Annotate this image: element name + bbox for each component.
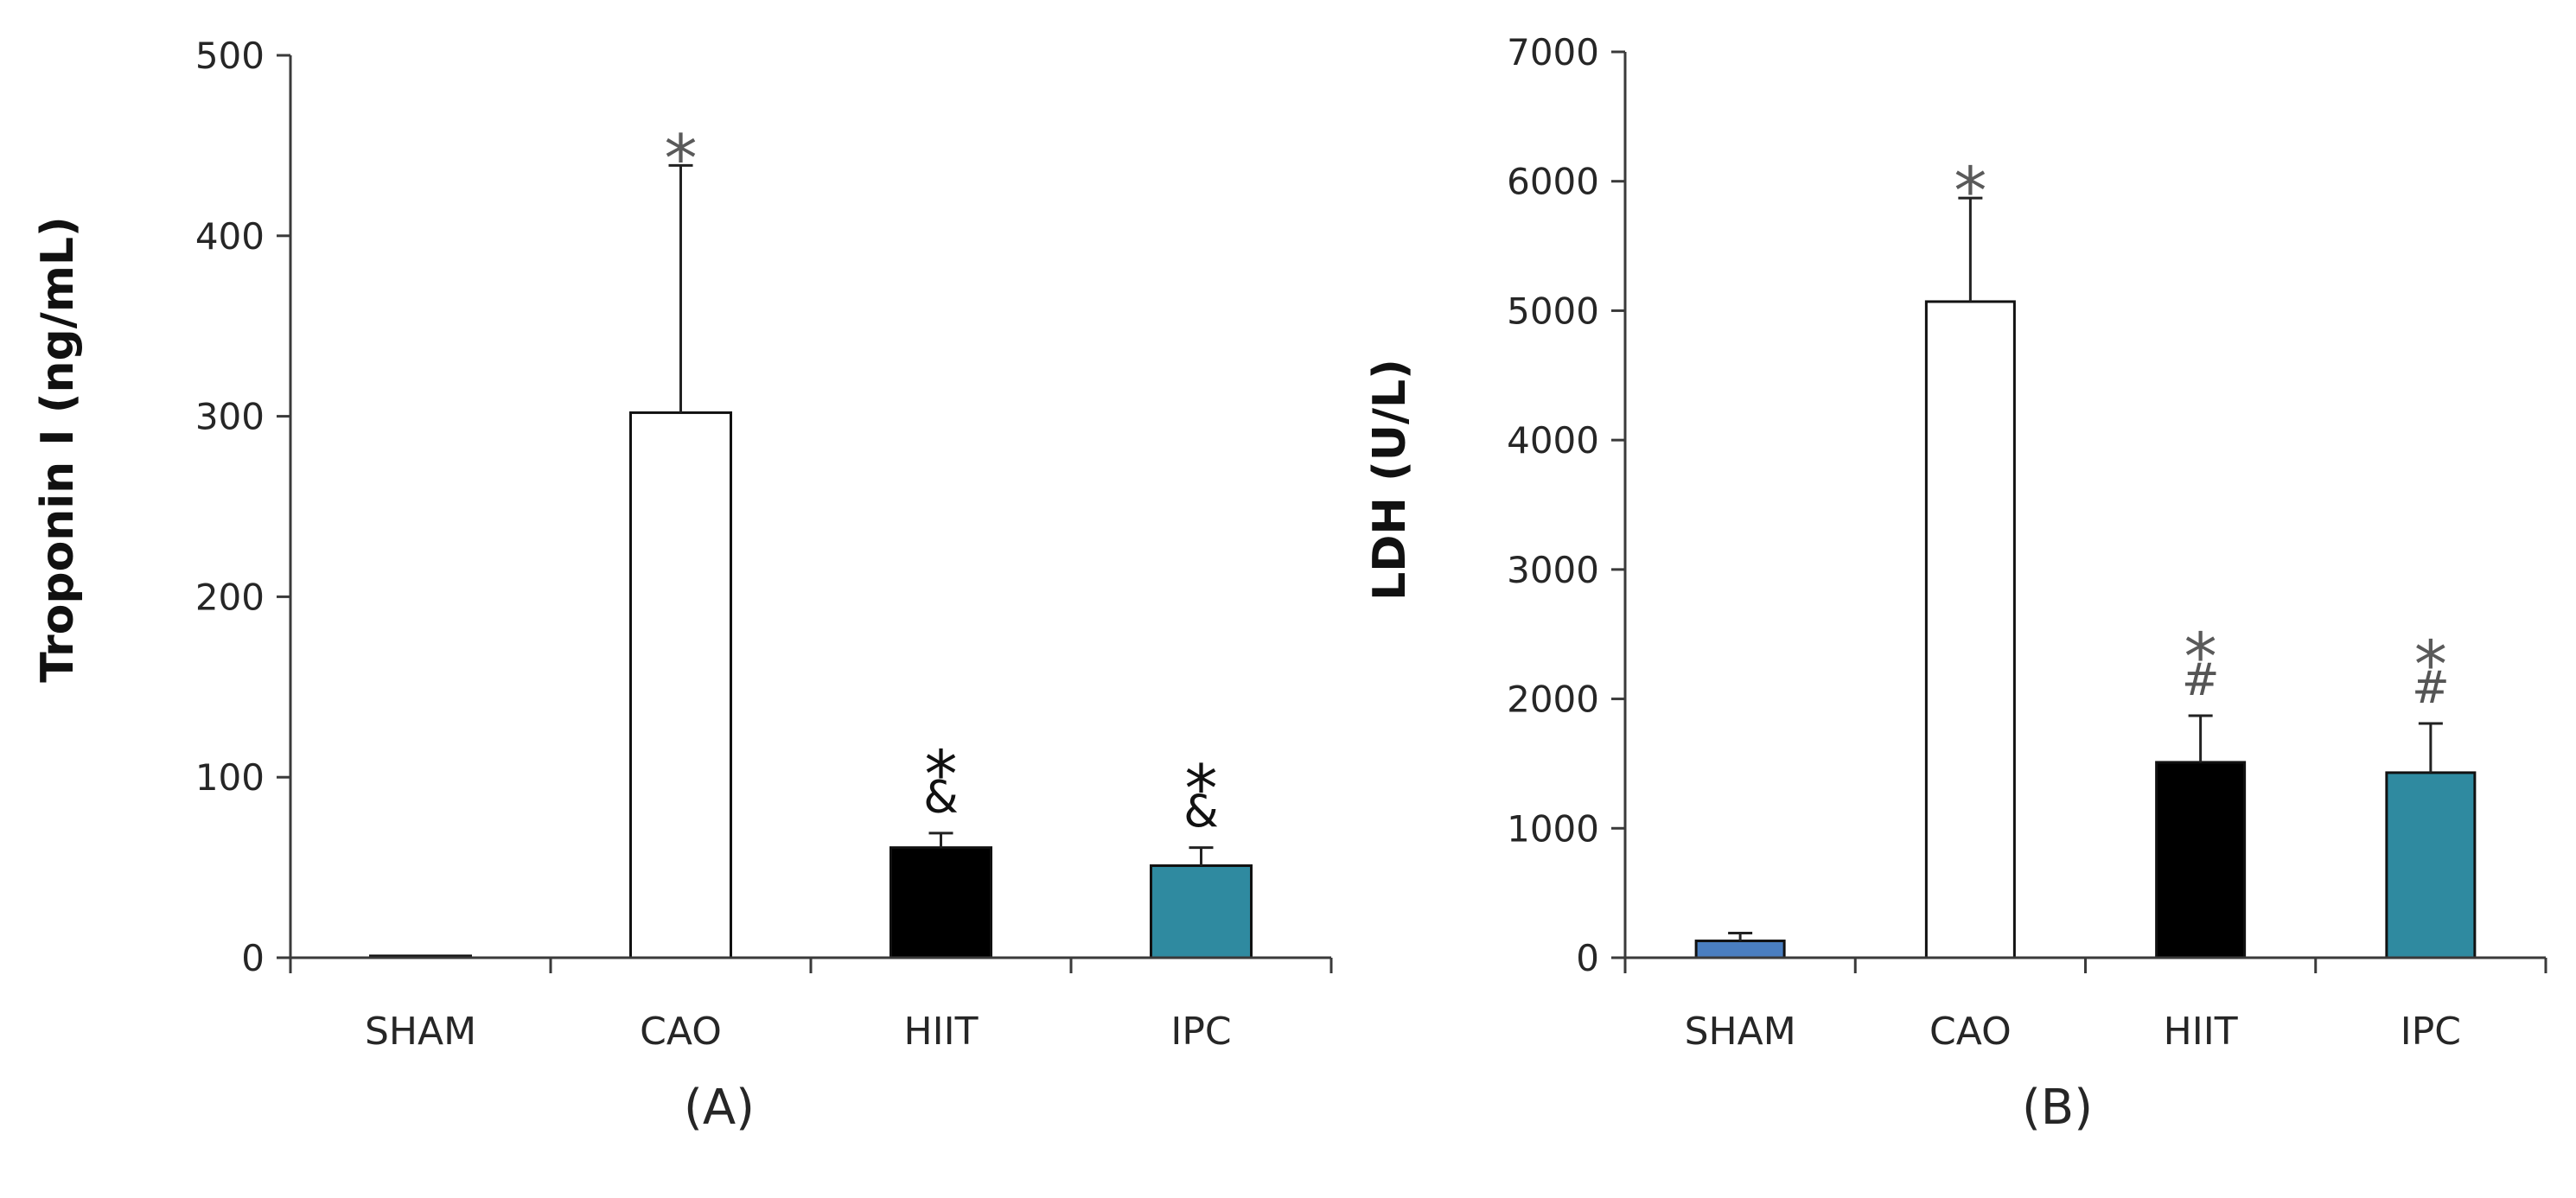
category-label-ipc: IPC (1170, 1010, 1231, 1054)
category-label-ipc: IPC (2401, 1010, 2461, 1054)
significance-ampersand-hiit: & (923, 772, 959, 824)
y-tick-label-200: 200 (195, 576, 265, 618)
y-tick-label-300: 300 (195, 396, 265, 438)
panel-b-y-axis-title: LDH (U/L) (1364, 359, 1416, 601)
bar-ipc (1150, 864, 1253, 959)
bar-cao (1924, 300, 2016, 959)
panel-a-error-bars (668, 163, 1214, 866)
category-label-cao: CAO (1929, 1010, 2012, 1054)
panel-a-x-ticks (289, 958, 1333, 973)
significance-star-hiit: * (2184, 618, 2217, 695)
significance-star-ipc: * (1185, 750, 1218, 827)
panel-a-significance-marks: *&* &* (665, 119, 1219, 838)
y-tick-label-3000: 3000 (1507, 549, 1599, 591)
category-label-hiit: HIIT (2164, 1010, 2238, 1054)
panel-b-label: (B) (2022, 1080, 2093, 1136)
panel-a-category-labels: SHAM CAO HIIT IPC (365, 1010, 1232, 1054)
bar-ipc (2385, 771, 2477, 959)
significance-hash-ipc: # (2412, 662, 2450, 714)
panel-b-bars (1694, 300, 2477, 959)
y-tick-label-400: 400 (195, 215, 265, 258)
y-tick-label-2000: 2000 (1507, 679, 1599, 721)
panel-b-significance-marks: *#* #* (1954, 152, 2449, 714)
panel-a-y-ticks: 0 100 200 300 400 500 (195, 35, 290, 979)
y-tick-label-500: 500 (195, 35, 265, 77)
significance-star-cao: * (665, 119, 698, 196)
y-tick-label-5000: 5000 (1507, 290, 1599, 332)
category-label-cao: CAO (640, 1010, 722, 1054)
bar-hiit (889, 846, 992, 959)
y-tick-label-6000: 6000 (1507, 161, 1599, 203)
significance-star-ipc: * (2414, 626, 2447, 703)
significance-ampersand-ipc: & (1183, 787, 1219, 838)
panel-b-x-ticks (1623, 958, 2547, 973)
y-tick-label-1000: 1000 (1507, 807, 1599, 850)
bar-hiit (2155, 761, 2247, 959)
y-tick-label-7000: 7000 (1507, 31, 1599, 73)
panel-b-category-labels: SHAM CAO HIIT IPC (1685, 1010, 2461, 1054)
y-tick-label-4000: 4000 (1507, 419, 1599, 462)
y-tick-label-0: 0 (241, 937, 265, 979)
y-tick-label-100: 100 (195, 756, 265, 799)
panel-b-error-bars (1728, 196, 2443, 941)
category-label-sham: SHAM (365, 1010, 476, 1054)
panel-a-y-axis-title: Troponin I (ng/mL) (32, 216, 84, 683)
panel-a-label: (A) (684, 1080, 755, 1136)
panel-a-bars (369, 411, 1253, 959)
panel-b-y-ticks: 0 1000 2000 3000 4000 5000 6000 7000 (1507, 31, 1625, 979)
bar-sham (1694, 940, 1786, 959)
significance-hash-hiit: # (2182, 654, 2220, 706)
y-tick-label-0: 0 (1576, 937, 1599, 979)
category-label-hiit: HIIT (904, 1010, 979, 1054)
bar-cao (629, 411, 732, 959)
significance-star-cao: * (1954, 152, 1986, 229)
significance-star-hiit: * (925, 736, 958, 812)
category-label-sham: SHAM (1685, 1010, 1796, 1054)
